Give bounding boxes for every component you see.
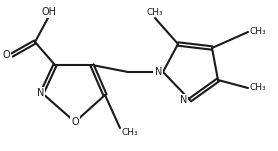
Text: CH₃: CH₃ [250, 27, 267, 37]
Text: N: N [180, 95, 187, 105]
Text: CH₃: CH₃ [122, 128, 139, 137]
Text: OH: OH [41, 7, 56, 17]
Text: N: N [155, 67, 162, 77]
Text: O: O [71, 117, 79, 127]
Text: O: O [3, 50, 10, 60]
Text: CH₃: CH₃ [250, 84, 267, 93]
Text: CH₃: CH₃ [147, 8, 163, 17]
Text: N: N [37, 88, 44, 98]
